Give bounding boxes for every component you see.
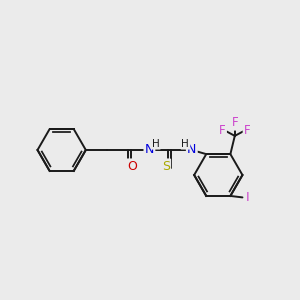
Text: O: O: [128, 160, 138, 173]
Text: H: H: [182, 139, 189, 148]
Text: N: N: [187, 142, 196, 156]
Text: F: F: [232, 116, 238, 129]
Text: N: N: [145, 142, 154, 156]
Text: I: I: [246, 191, 249, 204]
Text: S: S: [162, 160, 170, 173]
Text: F: F: [219, 124, 226, 137]
Text: H: H: [152, 139, 160, 148]
Text: F: F: [244, 124, 250, 137]
